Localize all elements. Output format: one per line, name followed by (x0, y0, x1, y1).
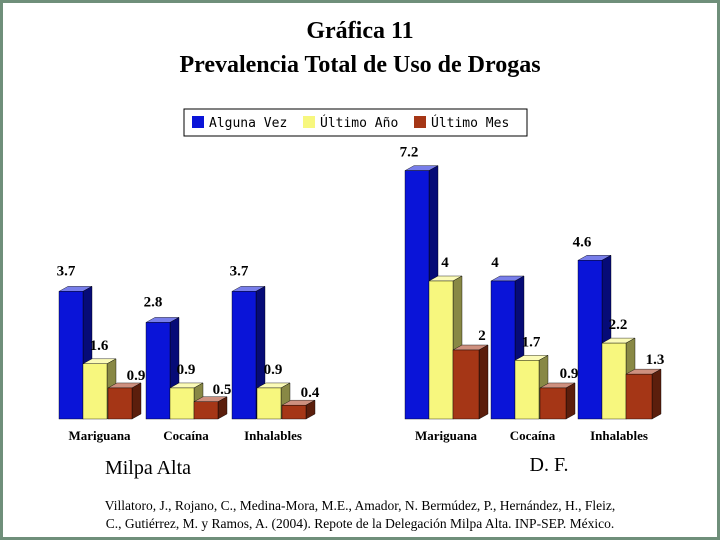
bar-df-inhalables-ultimo-mes (625, 368, 662, 420)
bar-side-face (131, 382, 142, 420)
legend-box (183, 108, 528, 137)
bar-front-face (231, 291, 257, 420)
category-label-df-mariguana: Mariguana (415, 428, 478, 443)
value-label-df-cocaina-alguna-vez: 4 (491, 255, 499, 271)
value-label-df-cocaina-ultimo-mes: 0.9 (560, 366, 579, 382)
bar-milpa-alta-cocaina-ultimo-mes (193, 396, 228, 420)
bar-front-face (625, 373, 653, 420)
legend-label-alguna-vez: Alguna Vez (209, 116, 287, 131)
bar-df-inhalables-alguna-vez (577, 254, 612, 420)
value-label-df-inhalables-ultimo-anio: 2.2 (609, 317, 628, 333)
value-label-milpa-alta-inhalables-alguna-vez: 3.7 (230, 263, 249, 279)
labels-layer: 3.7 1.6 0.9 Mariguana 2.8 0.9 0.5 Cocaína 3.7 0.9… (57, 145, 665, 443)
bar-milpa-alta-cocaina-ultimo-anio (169, 382, 204, 420)
category-label-df-cocaina: Cocaína (510, 428, 556, 443)
chart-title-line2: Prevalencia Total de Uso de Drogas (179, 52, 540, 78)
bar-milpa-alta-inhalables-alguna-vez (231, 286, 266, 420)
value-label-milpa-alta-cocaina-ultimo-mes: 0.5 (213, 382, 232, 398)
bar-front-face (539, 387, 567, 420)
bar-front-face (82, 363, 108, 420)
bar-front-face (601, 342, 627, 420)
value-label-df-inhalables-alguna-vez: 4.6 (573, 234, 592, 250)
bar-side-face (565, 382, 576, 420)
legend-swatch-alguna-vez (192, 116, 204, 128)
value-label-milpa-alta-cocaina-ultimo-anio: 0.9 (177, 362, 196, 378)
legend-label-ultimo-mes: Último Mes (431, 115, 509, 131)
legend-swatch-ultimo-anio (303, 116, 315, 128)
legend: Alguna Vez Último Año Último Mes (183, 108, 528, 137)
bar-front-face (169, 387, 195, 420)
value-label-df-mariguana-ultimo-mes: 2 (478, 328, 486, 344)
source-line1: Villatoro, J., Rojano, C., Medina-Mora, … (105, 498, 615, 513)
value-label-milpa-alta-mariguana-ultimo-anio: 1.6 (90, 338, 109, 354)
panel-label-df: D. F. (530, 454, 569, 476)
category-label-milpa-alta-mariguana: Mariguana (68, 428, 131, 443)
value-label-milpa-alta-inhalables-ultimo-mes: 0.4 (301, 385, 320, 401)
bar-front-face (281, 405, 307, 420)
bar-front-face (107, 387, 133, 420)
bar-front-face (514, 360, 540, 420)
source-line2: C., Gutiérrez, M. y Ramos, A. (2004). Re… (106, 516, 614, 531)
category-label-milpa-alta-inhalables: Inhalables (244, 428, 302, 443)
value-label-milpa-alta-inhalables-ultimo-anio: 0.9 (264, 362, 283, 378)
bar-front-face (256, 387, 282, 420)
bar-front-face (428, 280, 454, 420)
bar-front-face (404, 170, 430, 420)
bar-front-face (490, 280, 516, 420)
legend-swatch-ultimo-mes (414, 116, 426, 128)
bar-df-mariguana-ultimo-mes (452, 344, 489, 420)
bar-milpa-alta-cocaina-alguna-vez (145, 317, 180, 420)
value-label-milpa-alta-mariguana-alguna-vez: 3.7 (57, 263, 76, 279)
category-label-df-inhalables: Inhalables (590, 428, 648, 443)
chart-title-line1: Gráfica 11 (306, 18, 413, 44)
value-label-df-mariguana-ultimo-anio: 4 (441, 255, 449, 271)
value-label-df-cocaina-ultimo-anio: 1.7 (522, 334, 541, 350)
bar-df-cocaina-ultimo-mes (539, 382, 576, 420)
bar-front-face (452, 349, 480, 420)
value-label-milpa-alta-mariguana-ultimo-mes: 0.9 (127, 368, 146, 384)
value-label-df-mariguana-alguna-vez: 7.2 (400, 145, 419, 161)
bar-front-face (58, 291, 84, 420)
bar-side-face (651, 368, 662, 420)
bar-milpa-alta-mariguana-ultimo-mes (107, 382, 142, 420)
value-label-milpa-alta-cocaina-alguna-vez: 2.8 (144, 294, 163, 310)
category-label-milpa-alta-cocaina: Cocaína (163, 428, 209, 443)
bar-side-face (478, 344, 489, 420)
panel-label-milpa-alta: Milpa Alta (105, 457, 191, 479)
bar-front-face (193, 401, 219, 420)
bar-milpa-alta-inhalables-ultimo-mes (281, 399, 316, 420)
bar-front-face (577, 260, 603, 420)
bar-front-face (145, 322, 171, 420)
value-label-df-inhalables-ultimo-mes: 1.3 (646, 352, 665, 368)
bars-layer (58, 165, 662, 420)
legend-label-ultimo-anio: Último Año (320, 115, 398, 131)
